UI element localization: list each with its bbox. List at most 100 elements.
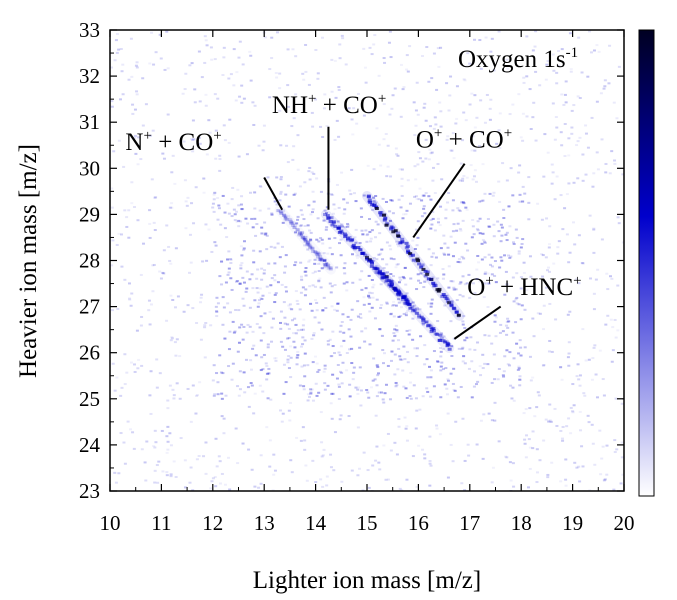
heatmap-cell [217,204,221,207]
heatmap-cell [545,63,549,66]
heatmap-cell [479,200,483,203]
heatmap-cell [520,304,524,307]
heatmap-cell [151,264,155,267]
heatmap-cell [325,262,329,265]
heatmap-cell [189,466,193,469]
heatmap-cell [392,258,396,261]
heatmap-cell [431,217,435,220]
heatmap-cell [389,359,393,362]
heatmap-cell [409,371,413,374]
heatmap-cell [414,228,418,231]
heatmap-cell [592,228,596,231]
heatmap-cell [360,288,364,291]
heatmap-cell [436,217,440,220]
heatmap-cell [545,269,549,272]
heatmap-cell [175,382,179,385]
heatmap-cell [342,282,346,285]
heatmap-cell [294,290,298,293]
heatmap-cell [286,358,290,361]
heatmap-cell [413,304,417,307]
streak-cell [331,220,336,224]
streak-cell [317,257,322,261]
heatmap-cell [498,266,502,269]
streak-cell [279,211,284,215]
heatmap-cell [528,407,532,410]
heatmap-cell [362,303,366,306]
streak-cell [416,259,421,263]
heatmap-cell [416,113,420,116]
heatmap-cell [219,223,223,226]
streak-cell [421,318,426,322]
heatmap-cell [488,225,492,228]
heatmap-cell [550,461,554,464]
heatmap-cell [504,270,508,273]
heatmap-cell [280,283,284,286]
streak-cell [426,324,431,328]
streak-cell [356,246,361,250]
heatmap-cell [270,277,274,280]
heatmap-cell [406,70,410,73]
heatmap-cell [610,277,614,280]
heatmap-cell [383,274,387,277]
heatmap-cell [237,56,241,59]
heatmap-cell [230,288,234,291]
heatmap-cell [551,102,555,105]
heatmap-cell [269,284,273,287]
heatmap-cell [220,472,224,475]
heatmap-cell [251,287,255,290]
heatmap-cell [302,318,306,321]
heatmap-cell [483,241,487,244]
heatmap-cell [517,352,521,355]
streak-cell [414,311,419,315]
heatmap-cell [235,210,239,213]
heatmap-cell [286,105,290,108]
heatmap-cell [388,398,392,401]
heatmap-cell [561,228,565,231]
heatmap-cell [581,328,585,331]
heatmap-cell [465,282,469,285]
streak-cell [318,257,323,261]
heatmap-cell [223,337,227,340]
heatmap-cell [191,489,195,491]
heatmap-cell [340,223,344,226]
heatmap-cell [366,469,370,472]
heatmap-cell [224,394,228,397]
heatmap-cell [158,270,162,273]
heatmap-cell [614,397,618,400]
heatmap-cell [283,216,287,219]
heatmap-cell [522,81,526,84]
heatmap-cell [276,242,280,245]
heatmap-cell [611,326,615,329]
streak-cell [429,330,434,334]
heatmap-cell [402,345,406,348]
heatmap-cell [560,48,564,51]
heatmap-cell [397,315,401,318]
heatmap-cell [399,306,403,309]
heatmap-cell [227,267,231,270]
heatmap-cell [375,127,379,130]
heatmap-cell [303,352,307,355]
heatmap-cell [476,380,480,383]
heatmap-cell [153,196,157,199]
streak-cell [391,230,396,234]
heatmap-cell [253,392,257,395]
heatmap-cell [356,392,360,395]
heatmap-cell [459,162,463,165]
heatmap-cell [511,462,515,465]
heatmap-cell [238,282,242,285]
heatmap-cell [462,355,466,358]
heatmap-cell [368,46,372,49]
heatmap-cell [220,397,224,400]
heatmap-cell [293,231,297,234]
heatmap-cell [238,282,242,285]
heatmap-cell [345,226,349,229]
heatmap-cell [341,37,345,40]
heatmap-cell [532,101,536,104]
heatmap-cell [511,276,515,279]
heatmap-cell [612,488,616,491]
heatmap-cell [331,345,335,348]
heatmap-cell [287,217,291,220]
heatmap-cell [609,318,613,321]
heatmap-cell [490,265,494,268]
heatmap-cell [497,129,501,132]
